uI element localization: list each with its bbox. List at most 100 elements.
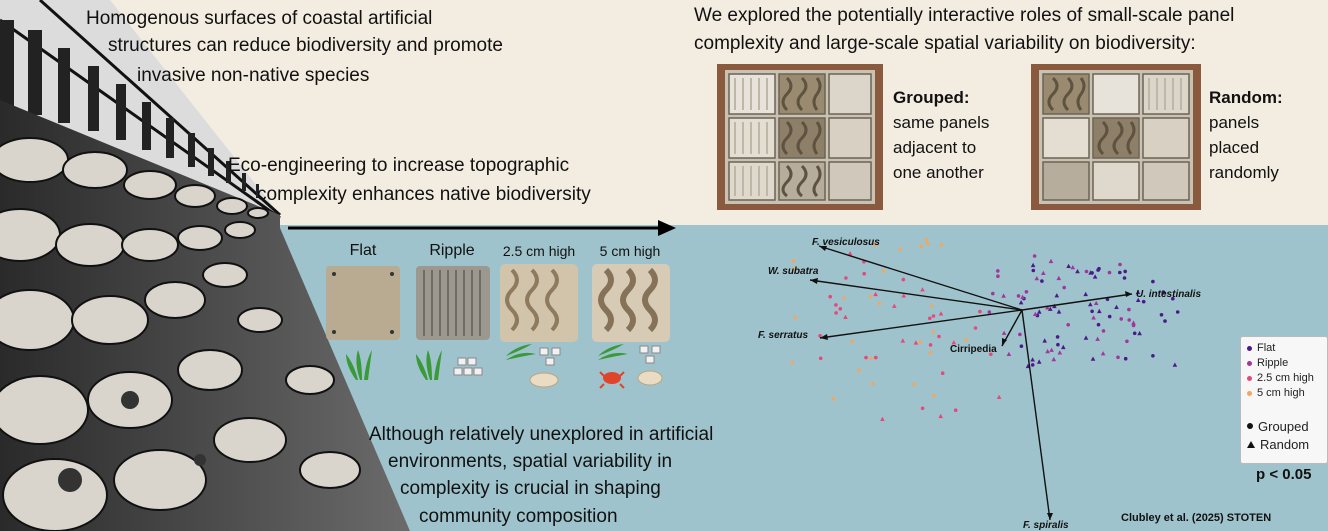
point-random bbox=[791, 266, 797, 271]
point-grouped bbox=[964, 338, 968, 342]
grouped-title: Grouped: bbox=[893, 88, 970, 107]
point-grouped bbox=[874, 355, 878, 360]
point-random bbox=[913, 340, 919, 345]
panel-label-5cm: 5 cm high bbox=[599, 243, 661, 259]
point-grouped bbox=[989, 352, 993, 357]
point-grouped bbox=[1163, 319, 1167, 323]
point-random bbox=[1114, 304, 1119, 309]
point-grouped bbox=[1030, 363, 1035, 367]
point-grouped bbox=[834, 311, 838, 315]
panel-2-5cm bbox=[500, 264, 578, 342]
point-grouped bbox=[1032, 254, 1037, 258]
point-random bbox=[929, 302, 934, 307]
legend-item-5cm: 5 cm high bbox=[1247, 386, 1305, 400]
point-grouped bbox=[1101, 329, 1106, 333]
point-grouped bbox=[1055, 335, 1060, 339]
point-grouped bbox=[877, 301, 882, 306]
point-grouped bbox=[1151, 279, 1155, 284]
point-grouped bbox=[818, 356, 823, 361]
legend-swatch-5cm bbox=[1247, 390, 1252, 396]
point-random bbox=[1045, 348, 1050, 354]
point-grouped bbox=[1175, 310, 1180, 314]
point-random bbox=[1066, 263, 1071, 268]
point-random bbox=[1172, 362, 1178, 367]
point-random bbox=[900, 338, 906, 343]
point-random bbox=[1033, 311, 1038, 316]
point-random bbox=[1057, 350, 1063, 355]
random-line1: panels bbox=[1209, 113, 1260, 132]
point-grouped bbox=[1116, 355, 1120, 360]
point-random bbox=[1075, 269, 1080, 274]
point-grouped bbox=[862, 271, 866, 276]
point-random bbox=[1051, 356, 1057, 362]
point-grouped bbox=[868, 294, 873, 299]
ordination-plot: F. vesiculosus W. subatra F. serratus Ci… bbox=[758, 237, 1201, 531]
point-grouped bbox=[831, 397, 836, 401]
point-random bbox=[1037, 309, 1042, 314]
point-grouped bbox=[920, 406, 925, 411]
point-grouped bbox=[881, 269, 886, 273]
point-random bbox=[938, 311, 944, 316]
point-random bbox=[1088, 302, 1093, 307]
point-random bbox=[1042, 338, 1047, 343]
point-grouped bbox=[1066, 323, 1070, 327]
grouped-text: Grouped: same panels adjacent to one ano… bbox=[893, 85, 989, 185]
point-random bbox=[996, 394, 1002, 399]
point-grouped bbox=[1018, 332, 1022, 337]
panel-tiles bbox=[326, 264, 670, 389]
point-random bbox=[847, 251, 853, 256]
point-random bbox=[1034, 276, 1040, 281]
arrow bbox=[288, 220, 676, 236]
point-grouped bbox=[1171, 296, 1175, 301]
vector-f-spiralis bbox=[1021, 309, 1051, 521]
point-grouped bbox=[996, 274, 1000, 278]
bottom-line2: environments, spatial variability in bbox=[388, 451, 673, 472]
point-grouped bbox=[1125, 339, 1129, 344]
point-grouped bbox=[1123, 356, 1128, 361]
point-grouped bbox=[1031, 268, 1036, 273]
point-random bbox=[1088, 270, 1093, 275]
ordination-points bbox=[790, 238, 1180, 421]
point-random bbox=[1030, 262, 1036, 268]
point-grouped bbox=[937, 334, 941, 339]
point-grouped bbox=[864, 355, 868, 360]
point-grouped bbox=[1127, 307, 1131, 312]
point-random bbox=[1100, 351, 1106, 356]
panel-label-ripple: Ripple bbox=[429, 242, 475, 259]
point-random bbox=[1048, 306, 1053, 311]
point-random bbox=[1093, 300, 1099, 305]
point-grouped bbox=[953, 408, 958, 412]
point-grouped bbox=[1107, 314, 1112, 319]
circle-icon bbox=[1247, 423, 1253, 429]
grouped-photo bbox=[717, 64, 883, 210]
point-random bbox=[1036, 359, 1042, 364]
ordination-vectors bbox=[809, 245, 1133, 521]
barnacle-icon bbox=[453, 345, 661, 376]
point-grouped bbox=[1040, 279, 1044, 283]
point-random bbox=[873, 291, 878, 297]
flat-panel bbox=[326, 266, 400, 340]
label-u-intestinalis: U. intestinalis bbox=[1136, 289, 1201, 300]
point-random bbox=[1001, 293, 1006, 298]
eco-line1: Eco-engineering to increase topographic bbox=[228, 155, 570, 176]
point-grouped bbox=[1118, 262, 1122, 267]
point-grouped bbox=[869, 356, 873, 361]
bottom-line4: community composition bbox=[419, 506, 618, 527]
point-random bbox=[1041, 270, 1046, 275]
legend-item-2-5cm: 2.5 cm high bbox=[1247, 371, 1314, 385]
explored-line1: We explored the potentially interactive … bbox=[694, 5, 1235, 26]
legend-item-random: Random bbox=[1247, 437, 1309, 452]
point-random bbox=[1091, 315, 1096, 320]
point-grouped bbox=[996, 269, 1000, 273]
point-grouped bbox=[873, 242, 878, 247]
point-random bbox=[1006, 351, 1012, 356]
mussel-icon bbox=[529, 370, 663, 388]
point-grouped bbox=[828, 294, 832, 299]
point-random bbox=[1061, 344, 1066, 350]
point-random bbox=[843, 314, 848, 319]
random-title: Random: bbox=[1209, 88, 1283, 107]
point-random bbox=[1092, 274, 1098, 279]
label-f-spiralis: F. spiralis bbox=[1023, 520, 1069, 531]
point-grouped bbox=[978, 309, 982, 314]
vector-w-subatra bbox=[809, 279, 1023, 311]
